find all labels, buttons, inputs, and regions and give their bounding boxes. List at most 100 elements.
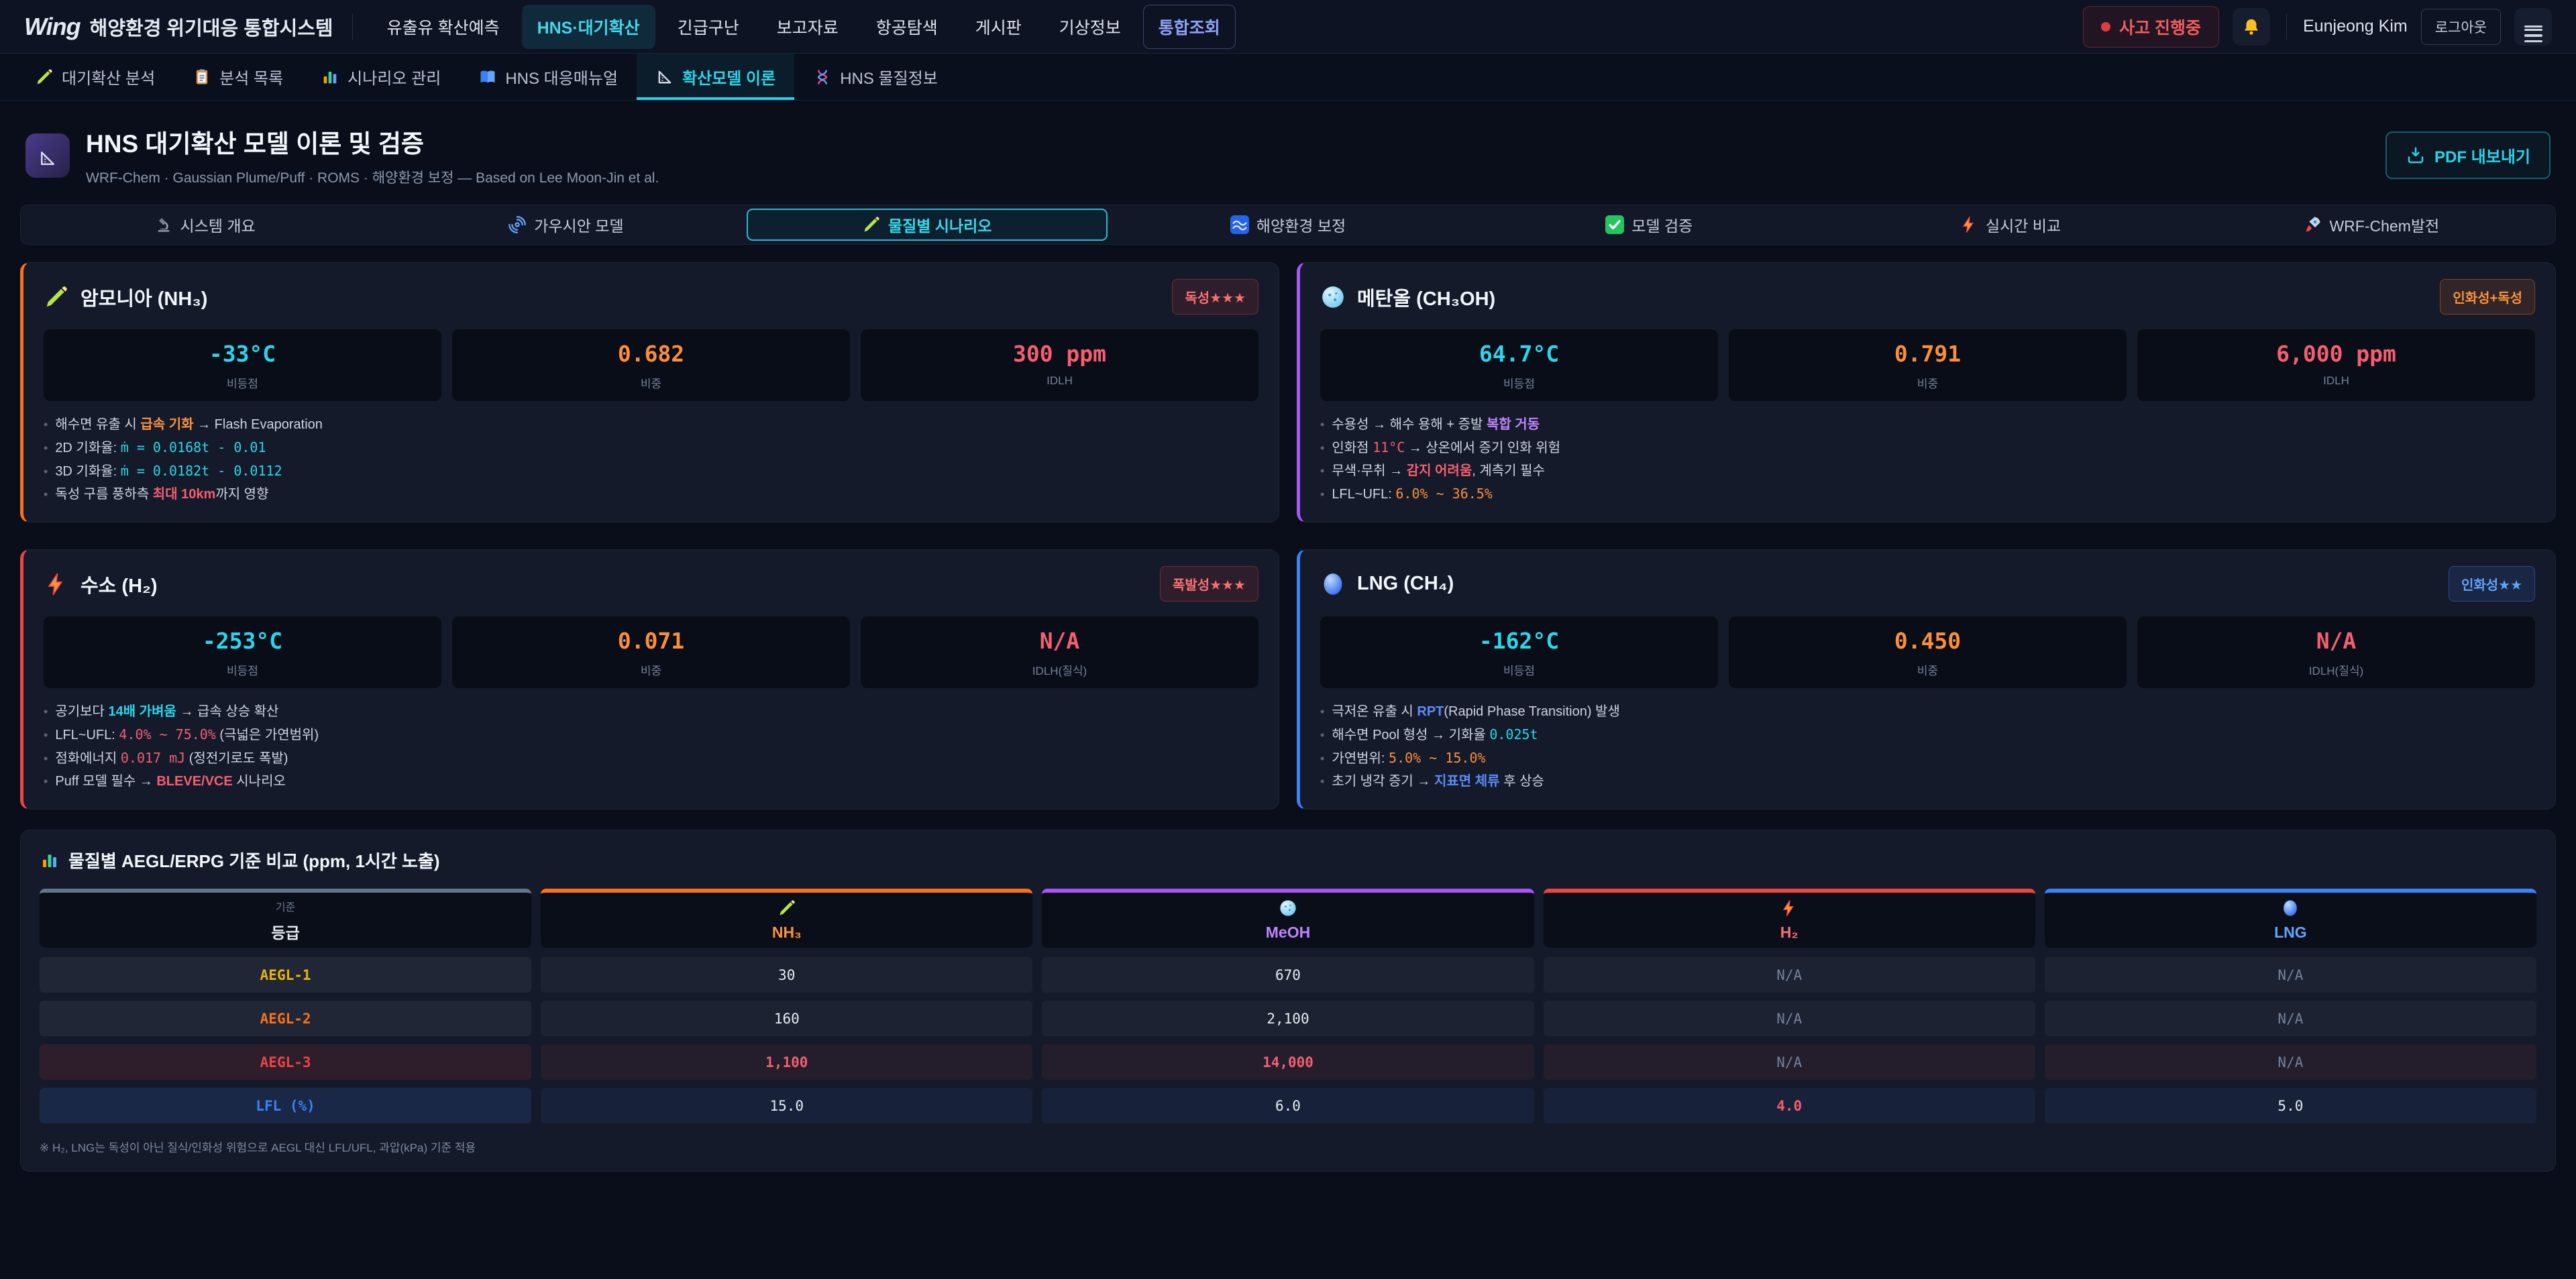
bullet-dot: • bbox=[1320, 464, 1325, 478]
bullet-item: • Puff 모델 필수 → BLEVE/VCE 시나리오 bbox=[44, 770, 1258, 793]
section-tab-label: 시스템 개요 bbox=[180, 217, 256, 235]
card-title-wrap: 메탄올 (CH₃OH) bbox=[1320, 283, 1495, 311]
circle-blue-icon bbox=[1320, 571, 1346, 597]
hazard-badge: 인화성+독성 bbox=[2440, 279, 2535, 315]
bullet-text: 수용성 → 해수 용해 + 증발 복합 거동 bbox=[1332, 417, 1540, 432]
subnav-item-4[interactable]: 확산모델 이론 bbox=[637, 54, 795, 100]
chart-bars-icon bbox=[40, 850, 60, 871]
value-cell: 14,000 bbox=[1042, 1044, 1534, 1080]
bullet-dot: • bbox=[44, 728, 48, 742]
divider bbox=[2286, 13, 2288, 40]
table-column-header-1: NH₃ bbox=[541, 889, 1033, 948]
logout-button[interactable]: 로그아웃 bbox=[2420, 8, 2501, 45]
section-tabs: 시스템 개요 가우시안 모델 물질별 시나리오 해양환경 보정 모델 검증 실시간 비교 W… bbox=[20, 205, 2556, 245]
value-cell: 5.0 bbox=[2044, 1088, 2536, 1123]
bullet-text: 해수면 유출 시 급속 기화 → Flash Evaporation bbox=[55, 417, 323, 432]
value-cell: N/A bbox=[2045, 957, 2536, 993]
bullet-dot: • bbox=[44, 488, 48, 501]
pdf-export-label: PDF 내보내기 bbox=[2434, 148, 2530, 166]
topnav-item-6[interactable]: 기상정보 bbox=[1059, 18, 1121, 38]
bullet-dot: • bbox=[1320, 488, 1325, 501]
hamburger-icon bbox=[2524, 25, 2542, 43]
subnav-item-2[interactable]: 시나리오 관리 bbox=[302, 54, 460, 100]
section-tab-3[interactable]: 해양환경 보정 bbox=[1108, 209, 1468, 241]
stat-label: 비등점 bbox=[227, 378, 258, 390]
notifications-button[interactable] bbox=[2233, 7, 2271, 46]
user-name: Eunjeong Kim bbox=[2303, 17, 2408, 36]
bullet-text: LFL~UFL: 4.0% ~ 75.0% (극넓은 가연범위) bbox=[55, 726, 319, 742]
subnav-item-3[interactable]: HNS 대응매뉴얼 bbox=[460, 54, 637, 100]
circle-dotted-icon bbox=[1279, 899, 1297, 917]
card-header: 메탄올 (CH₃OH) 인화성+독성 bbox=[1320, 279, 2535, 315]
stat-value: 0.071 bbox=[617, 628, 685, 654]
section-tab-1[interactable]: 가우시안 모델 bbox=[385, 209, 746, 241]
bullet-dot: • bbox=[44, 752, 48, 765]
column-header-label: 등급 bbox=[271, 924, 300, 942]
substance-grid: 암모니아 (NH₃) 독성★★★ -33°C 비등점 0.682 비중 300 ppm IDL… bbox=[20, 262, 2556, 810]
stat-value: 300 ppm bbox=[1012, 341, 1107, 367]
stat-label: 비중 bbox=[640, 378, 662, 390]
hazard-badge: 인화성★★ bbox=[2448, 566, 2535, 602]
bullet-text: 초기 냉각 증기 → 지표면 체류 후 상승 bbox=[1332, 774, 1544, 789]
stat-label: 비중 bbox=[1917, 378, 1939, 390]
bullet-item: • LFL~UFL: 6.0% ~ 36.5% bbox=[1320, 482, 2535, 506]
stat-label: 비중 bbox=[1917, 665, 1939, 677]
card-header: LNG (CH₄) 인화성★★ bbox=[1320, 566, 2535, 602]
pencil-icon bbox=[862, 215, 881, 234]
topnav-item-3[interactable]: 보고자료 bbox=[776, 18, 839, 38]
topnav-item-7[interactable]: 통합조회 bbox=[1142, 4, 1236, 49]
stat-box: -253°C 비등점 bbox=[44, 616, 441, 688]
bullet-item: • 3D 기화율: ṁ = 0.0182t - 0.0112 bbox=[44, 459, 1258, 483]
stat-box: -33°C 비등점 bbox=[44, 329, 441, 401]
topnav-item-4[interactable]: 항공탐색 bbox=[875, 18, 938, 38]
section-tab-6[interactable]: WRF-Chem발전 bbox=[2191, 209, 2552, 241]
stat-value: 0.682 bbox=[617, 341, 685, 367]
subnav-item-0[interactable]: 대기확산 분석 bbox=[16, 54, 174, 100]
subnav-item-1[interactable]: 분석 목록 bbox=[174, 54, 302, 100]
stat-label: 비등점 bbox=[1503, 665, 1535, 677]
value-cell: 2,100 bbox=[1042, 1001, 1534, 1036]
substance-card-hydrogen: 수소 (H₂) 폭발성★★★ -253°C 비등점 0.071 비중 N/A IDLH(질식)… bbox=[20, 549, 1279, 810]
stat-box: 64.7°C 비등점 bbox=[1320, 329, 1718, 401]
substance-title: LNG (CH₄) bbox=[1357, 573, 1454, 594]
topnav-item-0[interactable]: 유출유 확산예측 bbox=[386, 18, 500, 38]
page-subtitle: WRF-Chem · Gaussian Plume/Puff · ROMS · … bbox=[86, 170, 659, 186]
dna-icon bbox=[813, 68, 832, 87]
column-header-label: LNG bbox=[2274, 924, 2307, 941]
section-tab-5[interactable]: 실시간 비교 bbox=[1829, 209, 2190, 241]
section-tab-4[interactable]: 모델 검증 bbox=[1468, 209, 1829, 241]
rocket-icon bbox=[2303, 215, 2322, 234]
card-header: 암모니아 (NH₃) 독성★★★ bbox=[44, 279, 1258, 315]
topnav-item-5[interactable]: 게시판 bbox=[975, 18, 1022, 38]
menu-button[interactable] bbox=[2514, 7, 2552, 46]
subnav-item-5[interactable]: HNS 물질정보 bbox=[794, 54, 957, 100]
hazard-badge: 독성★★★ bbox=[1172, 279, 1258, 315]
bullet-text: 독성 구름 풍하측 최대 10km까지 영향 bbox=[55, 487, 269, 502]
substance-card-ammonia: 암모니아 (NH₃) 독성★★★ -33°C 비등점 0.682 비중 300 ppm IDL… bbox=[20, 262, 1279, 522]
table-title: 물질별 AEGL/ERPG 기준 비교 (ppm, 1시간 노출) bbox=[40, 848, 2536, 873]
bullet-item: • 무색·무취 → 감지 어려움, 계측기 필수 bbox=[1320, 459, 2535, 482]
value-cell: 4.0 bbox=[1543, 1088, 2035, 1123]
section-tab-label: 실시간 비교 bbox=[1985, 217, 2061, 235]
column-header-label: MeOH bbox=[1265, 924, 1311, 941]
incident-status-badge[interactable]: 사고 진행중 bbox=[2083, 5, 2220, 48]
bullet-text: LFL~UFL: 6.0% ~ 36.5% bbox=[1332, 486, 1493, 502]
substance-title: 암모니아 (NH₃) bbox=[80, 288, 208, 310]
bullet-dot: • bbox=[1320, 705, 1325, 718]
section-tab-0[interactable]: 시스템 개요 bbox=[24, 209, 385, 241]
section-tab-2[interactable]: 물질별 시나리오 bbox=[746, 209, 1108, 241]
pdf-export-button[interactable]: PDF 내보내기 bbox=[2385, 131, 2551, 179]
wave-icon bbox=[1230, 215, 1249, 234]
value-cell: N/A bbox=[2044, 1044, 2536, 1080]
page-header: HNS 대기확산 모델 이론 및 검증 WRF-Chem · Gaussian … bbox=[0, 101, 2576, 203]
stat-label: IDLH(질식) bbox=[2308, 665, 2364, 677]
stats-row: 64.7°C 비등점 0.791 비중 6,000 ppm IDLH bbox=[1320, 329, 2535, 401]
topnav-item-1[interactable]: HNS·대기확산 bbox=[521, 4, 655, 49]
stat-box: 6,000 ppm IDLH bbox=[2137, 329, 2535, 401]
triangle-ruler-icon bbox=[655, 68, 674, 87]
bullet-text: 인화점 11°C → 상온에서 증기 인화 위험 bbox=[1332, 439, 1561, 455]
card-title-wrap: LNG (CH₄) bbox=[1320, 571, 1454, 597]
stat-box: 0.682 비중 bbox=[452, 329, 850, 401]
topnav-item-2[interactable]: 긴급구난 bbox=[677, 18, 739, 38]
lightning-icon bbox=[44, 571, 69, 597]
